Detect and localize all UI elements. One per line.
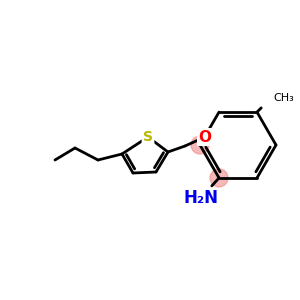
Circle shape [191,136,209,154]
Circle shape [210,169,228,187]
Text: CH₃: CH₃ [273,93,294,103]
Text: S: S [143,130,153,144]
Text: O: O [199,130,212,145]
Text: H₂N: H₂N [184,189,218,207]
